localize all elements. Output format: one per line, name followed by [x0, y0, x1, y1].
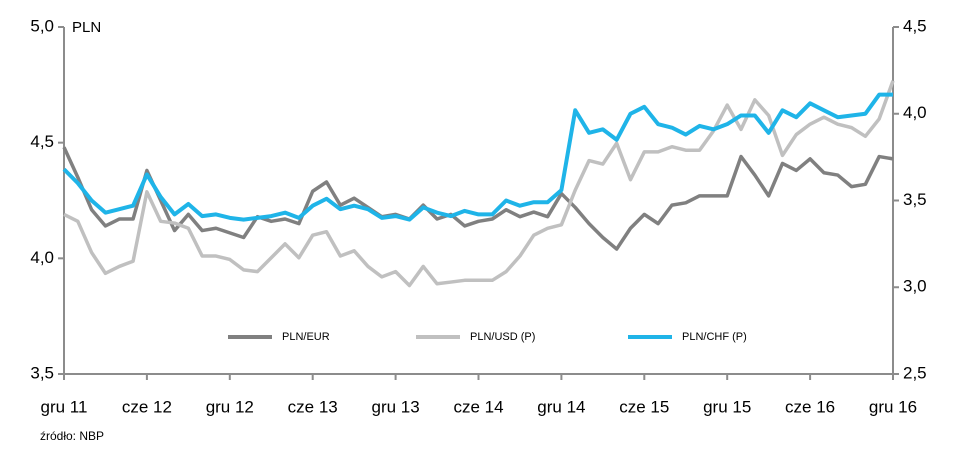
- y-tick-label: 4,0: [30, 248, 54, 267]
- series-line: [63, 80, 895, 288]
- x-tick-label: cze 12: [122, 397, 172, 416]
- legend-label: PLN/CHF (P): [682, 331, 747, 343]
- y2-tick-label: 2,5: [903, 363, 927, 382]
- y-tick-label: 5,0: [30, 16, 54, 35]
- x-tick-label: gru 15: [703, 397, 751, 416]
- x-tick-label: gru 14: [537, 397, 585, 416]
- x-tick-label: gru 12: [206, 397, 254, 416]
- series-line: [62, 92, 893, 222]
- y2-tick-label: 3,0: [903, 277, 927, 296]
- x-tick-label: gru 16: [869, 397, 917, 416]
- x-tick-label: gru 13: [371, 397, 419, 416]
- legend-label: PLN/EUR: [282, 331, 330, 343]
- x-tick-label: gru 11: [41, 397, 88, 416]
- legend-label: PLN/USD (P): [470, 331, 535, 343]
- y2-tick-label: 4,0: [903, 103, 927, 122]
- series-line: [62, 146, 894, 251]
- y2-tick-label: 4,5: [903, 16, 927, 35]
- y-tick-label: 4,5: [30, 132, 54, 151]
- x-tick-label: cze 13: [288, 397, 338, 416]
- y-tick-label: 3,5: [30, 363, 54, 382]
- x-tick-label: cze 16: [785, 397, 835, 416]
- source: źródło: NBP: [40, 429, 104, 443]
- y-axis-label: PLN: [72, 19, 101, 36]
- x-tick-label: cze 15: [619, 397, 669, 416]
- y2-tick-label: 3,5: [903, 190, 927, 209]
- x-tick-label: cze 14: [453, 397, 503, 416]
